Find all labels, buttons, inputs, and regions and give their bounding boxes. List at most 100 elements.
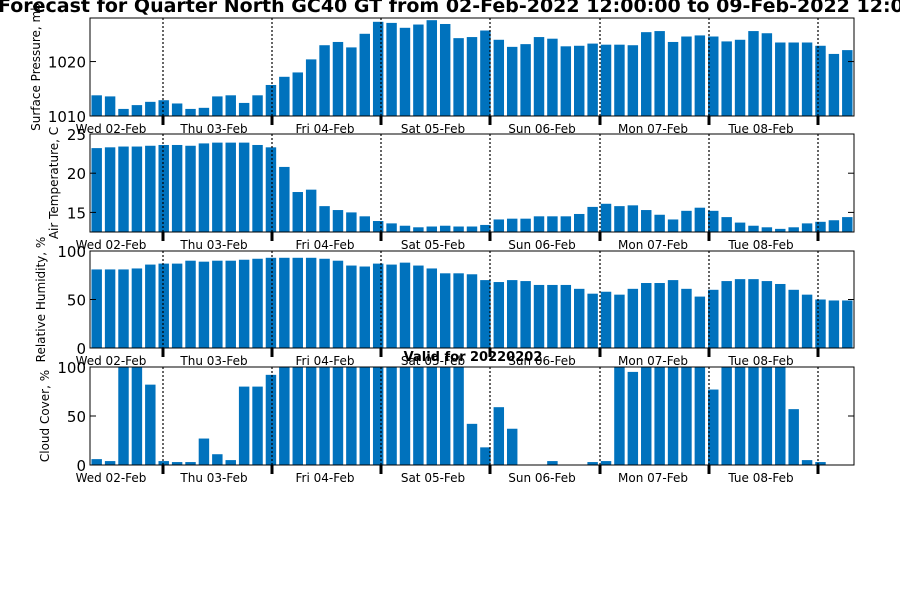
bar [305, 59, 317, 116]
bar [493, 39, 505, 116]
bar [560, 46, 572, 117]
bar [775, 367, 786, 465]
bar [775, 283, 786, 348]
bar [158, 461, 169, 465]
bar [185, 108, 196, 116]
xtick-label: Mon 07-Feb [618, 471, 688, 485]
bar [587, 206, 598, 232]
xtick-label: Sat 05-Feb [401, 471, 465, 485]
bar [372, 263, 384, 348]
bar [265, 84, 277, 116]
xtick-label: Tue 08-Feb [727, 238, 793, 252]
bar [681, 36, 692, 117]
bar [252, 95, 263, 116]
bar [708, 210, 719, 232]
bar [533, 284, 545, 348]
bar [801, 460, 813, 465]
xtick-label: Fri 04-Feb [296, 471, 355, 485]
bar [466, 226, 478, 232]
bar [359, 367, 370, 465]
bar [587, 293, 598, 348]
bar [252, 258, 263, 348]
bar [600, 203, 612, 232]
xtick-label: Wed 02-Feb [76, 354, 147, 368]
bar [212, 454, 223, 465]
bar [520, 44, 531, 116]
bar [614, 367, 625, 465]
xtick-label: Fri 04-Feb [296, 122, 355, 136]
bar [533, 216, 545, 232]
bar [493, 407, 505, 465]
bar [346, 47, 357, 116]
bar [238, 142, 250, 232]
xtick-label: Wed 02-Feb [76, 471, 147, 485]
bar [694, 367, 706, 465]
bar [413, 24, 424, 117]
xtick-label: Wed 02-Feb [76, 238, 147, 252]
bar [225, 260, 236, 348]
bar [480, 224, 491, 232]
xtick-label: Thu 03-Feb [179, 122, 247, 136]
bar [761, 33, 773, 116]
bar [466, 37, 478, 117]
bar [667, 219, 679, 232]
bar [708, 289, 719, 348]
bar [91, 148, 102, 232]
bar [426, 226, 438, 232]
bar [265, 147, 277, 232]
bar [775, 42, 786, 116]
bar [212, 142, 223, 232]
bar [359, 216, 370, 232]
bar [171, 462, 183, 465]
bar [667, 280, 679, 348]
bar [641, 367, 652, 465]
bar [171, 103, 183, 116]
chart-title: Forecast for Quarter North GC40 GT from … [0, 0, 900, 17]
bar [158, 144, 169, 232]
bar [560, 216, 572, 232]
bar [506, 280, 518, 348]
bar [520, 281, 531, 348]
bar [547, 38, 558, 116]
xtick-label: Mon 07-Feb [618, 238, 688, 252]
bar [118, 367, 129, 465]
xtick-label: Wed 02-Feb [76, 122, 147, 136]
bar [614, 206, 625, 232]
bar [346, 265, 357, 348]
bar [734, 279, 746, 348]
bar [654, 214, 665, 232]
xtick-label: Sat 05-Feb [401, 122, 465, 136]
bar [332, 367, 344, 465]
bar [627, 288, 639, 348]
xtick-label: Fri 04-Feb [296, 238, 355, 252]
xtick-label: Sun 06-Feb [508, 122, 576, 136]
bar [721, 367, 732, 465]
bar [185, 260, 196, 348]
bar [91, 459, 102, 465]
bar [627, 371, 639, 465]
bar [734, 367, 746, 465]
bar [131, 268, 143, 348]
xtick-label: Mon 07-Feb [618, 122, 688, 136]
bar [346, 212, 357, 232]
ytick-label: 50 [67, 408, 86, 426]
bar [788, 227, 799, 232]
bar [694, 35, 706, 116]
bar [292, 72, 303, 116]
ytick-label: 0 [76, 457, 86, 475]
bar [386, 367, 397, 465]
bar [131, 146, 143, 232]
bar [372, 221, 384, 232]
bar [748, 279, 759, 348]
bar [708, 36, 719, 117]
bar [198, 143, 210, 232]
bar [587, 43, 598, 117]
bar [721, 41, 732, 116]
bar [466, 423, 478, 465]
bar [439, 225, 451, 232]
ytick-label: 50 [67, 292, 86, 310]
bar [252, 386, 263, 465]
bar [667, 367, 679, 465]
bar [761, 227, 773, 232]
xtick-label: Thu 03-Feb [179, 354, 247, 368]
